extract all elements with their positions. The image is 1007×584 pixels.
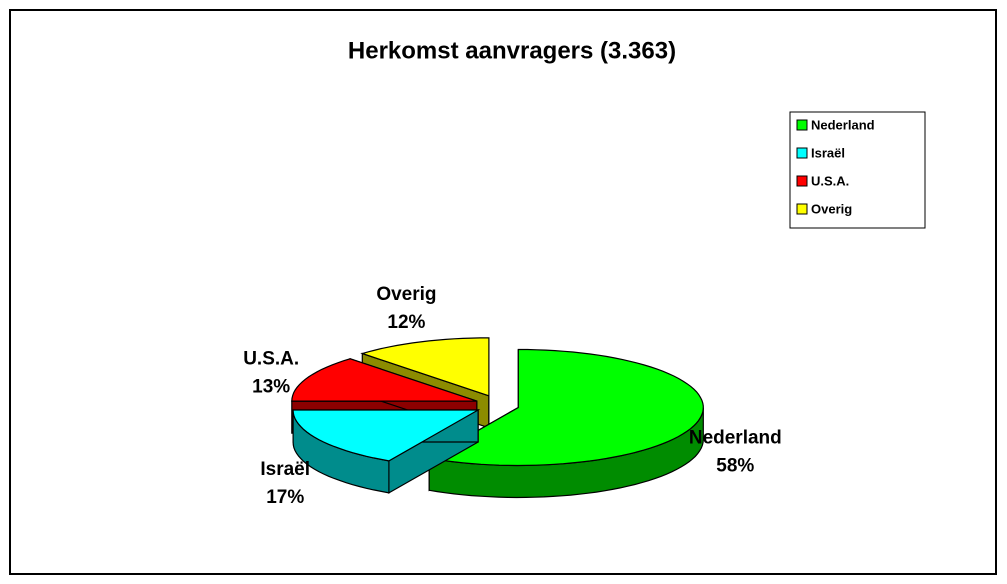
chart-title: Herkomst aanvragers (3.363) <box>348 37 676 64</box>
legend-label: Nederland <box>811 117 875 132</box>
data-label-value: 13% <box>252 377 290 398</box>
legend-label: Israël <box>811 145 845 160</box>
pie <box>291 337 704 499</box>
slice <box>292 409 481 462</box>
data-label-value: 12% <box>387 312 425 333</box>
data-label-name: Israël <box>260 459 310 480</box>
data-label-value: 58% <box>716 455 754 476</box>
slice <box>427 348 704 467</box>
slice <box>360 337 490 397</box>
data-label-name: Nederland <box>689 427 782 448</box>
legend-swatch <box>796 147 808 159</box>
legend-box <box>789 111 926 229</box>
legend-swatch <box>796 119 808 131</box>
legend-swatch <box>796 175 808 187</box>
data-label-value: 17% <box>266 487 304 508</box>
legend-label: U.S.A. <box>811 173 849 188</box>
data-label-name: U.S.A. <box>243 349 299 370</box>
slice <box>291 358 477 402</box>
data-label-name: Overig <box>376 284 436 305</box>
legend-swatch <box>796 203 808 215</box>
legend-label: Overig <box>811 201 852 216</box>
